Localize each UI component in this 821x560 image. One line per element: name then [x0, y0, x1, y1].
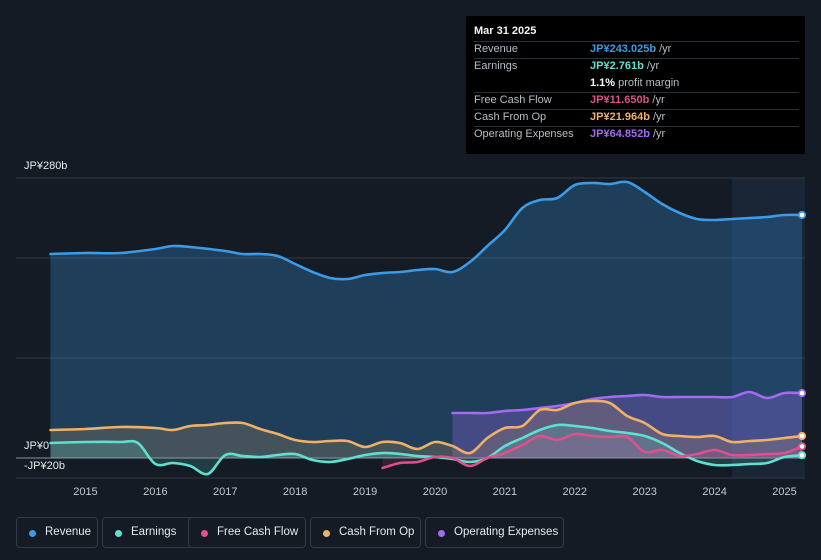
- y-tick-label-top: JP¥280b: [24, 160, 68, 172]
- legend-item-earnings[interactable]: Earnings: [102, 517, 200, 548]
- data-point-earnings: [797, 451, 807, 460]
- tooltip-row-opex: Operating Expenses JP¥64.852b /yr: [466, 126, 805, 143]
- tooltip-divider: [474, 126, 799, 127]
- legend-item-revenue[interactable]: Revenue: [16, 517, 98, 548]
- legend-dot-icon: [201, 530, 208, 537]
- legend-dot-icon: [323, 530, 330, 537]
- tooltip-row-cfo: Cash From Op JP¥21.964b /yr: [466, 109, 805, 126]
- legend-dot-icon: [29, 530, 36, 537]
- tooltip-value-fcf: JP¥11.650b /yr: [590, 94, 665, 106]
- tooltip-value-revenue: JP¥243.025b /yr: [590, 43, 672, 55]
- tooltip-label-opex: Operating Expenses: [474, 128, 574, 140]
- legend-dot-icon: [115, 530, 122, 537]
- series-area-free-cash-flow: [382, 433, 802, 468]
- legend-item-cfo[interactable]: Cash From Op: [310, 517, 421, 548]
- data-point-cash-from-op: [797, 431, 807, 441]
- tooltip-value-cfo: JP¥21.964b /yr: [590, 111, 666, 123]
- y-tick-label-bottom: -JP¥20b: [24, 460, 65, 472]
- tooltip-value-opex: JP¥64.852b /yr: [590, 128, 666, 140]
- tooltip-date: Mar 31 2025: [474, 25, 537, 37]
- x-tick-label: 2016: [143, 486, 167, 498]
- tooltip-label-earnings: Earnings: [474, 60, 518, 72]
- series-area-cash-from-op: [50, 400, 802, 458]
- x-tick-label: 2022: [563, 486, 587, 498]
- x-tick-label: 2021: [493, 486, 517, 498]
- x-tick-label: 2025: [772, 486, 796, 498]
- forecast-region: [732, 178, 805, 478]
- legend-item-fcf[interactable]: Free Cash Flow: [188, 517, 306, 548]
- x-tick-label: 2017: [213, 486, 237, 498]
- series-line-revenue: [49, 180, 804, 281]
- tooltip-label-cfo: Cash From Op: [474, 111, 547, 123]
- tooltip-divider: [474, 109, 799, 110]
- y-tick-label-zero: JP¥0: [24, 440, 50, 452]
- legend-label-opex: Operating Expenses: [454, 526, 559, 538]
- x-tick-label: 2019: [353, 486, 377, 498]
- x-tick-label: 2015: [73, 486, 97, 498]
- x-tick-label: 2024: [702, 486, 726, 498]
- legend-item-opex[interactable]: Operating Expenses: [425, 517, 564, 548]
- legend-label-cfo: Cash From Op: [339, 526, 415, 538]
- x-tick-label: 2023: [632, 486, 656, 498]
- tooltip-label-revenue: Revenue: [474, 43, 519, 55]
- tooltip-row-fcf: Free Cash Flow JP¥11.650b /yr: [466, 92, 805, 109]
- series-line-cash-from-op: [49, 399, 804, 455]
- tooltip-value-margin: 1.1% profit margin: [590, 77, 680, 89]
- series-area-revenue: [50, 181, 802, 458]
- tooltip-value-earnings: JP¥2.761b /yr: [590, 60, 660, 72]
- tooltip-row-earnings: Earnings JP¥2.761b /yr: [466, 58, 805, 75]
- legend-label-revenue: Revenue: [45, 526, 92, 538]
- legend-label-earnings: Earnings: [131, 526, 177, 538]
- legend-dot-icon: [438, 530, 445, 537]
- data-point-revenue: [797, 210, 807, 220]
- x-tick-label: 2020: [423, 486, 447, 498]
- legend-label-fcf: Free Cash Flow: [217, 526, 299, 538]
- tooltip-row-revenue: Revenue JP¥243.025b /yr: [466, 41, 805, 58]
- data-point-free-cash-flow: [797, 442, 807, 451]
- tooltip-row-margin: 1.1% profit margin: [466, 75, 805, 92]
- tooltip-divider: [474, 92, 799, 93]
- tooltip-divider: [474, 41, 799, 42]
- tooltip-label-fcf: Free Cash Flow: [474, 94, 552, 106]
- series-line-operating-expenses: [451, 390, 804, 415]
- x-tick-label: 2018: [283, 486, 307, 498]
- series-line-free-cash-flow: [381, 432, 804, 470]
- data-point-operating-expenses: [797, 388, 807, 398]
- tooltip-divider: [474, 58, 799, 59]
- data-tooltip: Mar 31 2025 Revenue JP¥243.025b /yr Earn…: [466, 16, 805, 154]
